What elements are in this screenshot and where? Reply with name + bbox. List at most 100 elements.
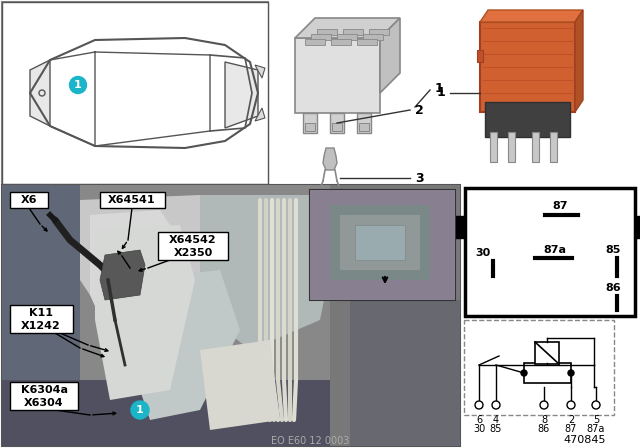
Bar bbox=[2, 185, 460, 446]
Bar bbox=[532, 132, 539, 162]
Circle shape bbox=[521, 370, 527, 376]
Polygon shape bbox=[330, 185, 460, 446]
Bar bbox=[465, 188, 635, 316]
Bar bbox=[158, 232, 228, 260]
Polygon shape bbox=[317, 29, 337, 35]
Bar bbox=[357, 113, 371, 133]
Text: X6304: X6304 bbox=[24, 398, 64, 408]
Text: 87a: 87a bbox=[543, 245, 566, 255]
Bar bbox=[303, 113, 317, 133]
Circle shape bbox=[568, 370, 574, 376]
Bar bbox=[295, 38, 380, 113]
Text: 85: 85 bbox=[490, 424, 502, 434]
Text: K6304a: K6304a bbox=[20, 385, 67, 395]
Polygon shape bbox=[380, 18, 400, 93]
Polygon shape bbox=[575, 10, 583, 112]
Polygon shape bbox=[2, 185, 80, 446]
Polygon shape bbox=[295, 18, 400, 38]
Text: 1: 1 bbox=[435, 82, 444, 95]
Text: 1: 1 bbox=[136, 405, 144, 415]
Circle shape bbox=[540, 401, 548, 409]
Text: 5: 5 bbox=[593, 415, 599, 425]
Circle shape bbox=[567, 401, 575, 409]
Text: 470845: 470845 bbox=[564, 435, 606, 445]
Text: X6: X6 bbox=[20, 195, 37, 205]
Polygon shape bbox=[340, 215, 420, 270]
Polygon shape bbox=[635, 216, 640, 238]
Polygon shape bbox=[369, 29, 389, 35]
Polygon shape bbox=[225, 62, 258, 128]
Text: EO E60 12 0003: EO E60 12 0003 bbox=[271, 436, 349, 446]
Bar bbox=[462, 318, 638, 446]
Bar bbox=[310, 190, 455, 300]
Text: 86: 86 bbox=[538, 424, 550, 434]
Bar bbox=[310, 190, 455, 300]
Bar bbox=[332, 123, 342, 131]
Polygon shape bbox=[453, 216, 465, 238]
Bar bbox=[490, 132, 497, 162]
Polygon shape bbox=[95, 225, 195, 400]
Polygon shape bbox=[343, 29, 363, 35]
Bar bbox=[10, 192, 48, 208]
Polygon shape bbox=[200, 195, 340, 350]
Text: 8: 8 bbox=[541, 415, 547, 425]
Polygon shape bbox=[2, 380, 460, 446]
Polygon shape bbox=[310, 190, 455, 300]
Polygon shape bbox=[363, 34, 383, 40]
Bar bbox=[10, 305, 73, 333]
Bar bbox=[462, 185, 638, 318]
Text: 87: 87 bbox=[552, 201, 568, 211]
Bar bbox=[330, 113, 344, 133]
Polygon shape bbox=[480, 10, 583, 22]
Polygon shape bbox=[331, 39, 351, 45]
Bar bbox=[485, 102, 570, 137]
Text: 30: 30 bbox=[476, 248, 491, 258]
Polygon shape bbox=[30, 60, 50, 126]
Polygon shape bbox=[255, 65, 265, 78]
Bar bbox=[2, 2, 268, 184]
Text: 85: 85 bbox=[605, 245, 621, 255]
Bar bbox=[2, 2, 268, 184]
Circle shape bbox=[492, 401, 500, 409]
Polygon shape bbox=[311, 34, 331, 40]
Text: X2350: X2350 bbox=[173, 248, 212, 258]
Polygon shape bbox=[130, 270, 240, 420]
Polygon shape bbox=[323, 148, 337, 170]
Text: X64542: X64542 bbox=[169, 235, 217, 245]
Circle shape bbox=[592, 401, 600, 409]
Text: 4: 4 bbox=[493, 415, 499, 425]
Text: K11: K11 bbox=[29, 308, 53, 318]
Text: 2: 2 bbox=[568, 415, 574, 425]
Bar bbox=[477, 50, 483, 62]
Polygon shape bbox=[100, 250, 145, 300]
Polygon shape bbox=[350, 300, 460, 446]
Text: 2: 2 bbox=[415, 103, 424, 116]
Polygon shape bbox=[80, 195, 220, 340]
Bar bbox=[100, 192, 165, 208]
Bar bbox=[535, 342, 559, 364]
Bar bbox=[480, 22, 575, 112]
Polygon shape bbox=[330, 205, 430, 280]
Bar bbox=[359, 123, 369, 131]
Bar bbox=[550, 132, 557, 162]
Circle shape bbox=[70, 77, 86, 94]
Polygon shape bbox=[357, 39, 377, 45]
Text: 6: 6 bbox=[476, 415, 482, 425]
Bar bbox=[524, 363, 571, 383]
Circle shape bbox=[475, 401, 483, 409]
Text: 1: 1 bbox=[74, 80, 82, 90]
Text: X1242: X1242 bbox=[21, 321, 61, 331]
Text: 87: 87 bbox=[565, 424, 577, 434]
Bar bbox=[2, 185, 460, 446]
Polygon shape bbox=[355, 225, 405, 260]
Text: X64541: X64541 bbox=[108, 195, 156, 205]
Text: 1: 1 bbox=[436, 86, 445, 99]
Bar bbox=[464, 320, 614, 415]
Polygon shape bbox=[200, 340, 280, 430]
Text: 86: 86 bbox=[605, 283, 621, 293]
Polygon shape bbox=[337, 34, 357, 40]
Bar bbox=[10, 382, 78, 410]
Text: 3: 3 bbox=[415, 172, 424, 185]
Circle shape bbox=[131, 401, 149, 419]
Text: 87a: 87a bbox=[587, 424, 605, 434]
